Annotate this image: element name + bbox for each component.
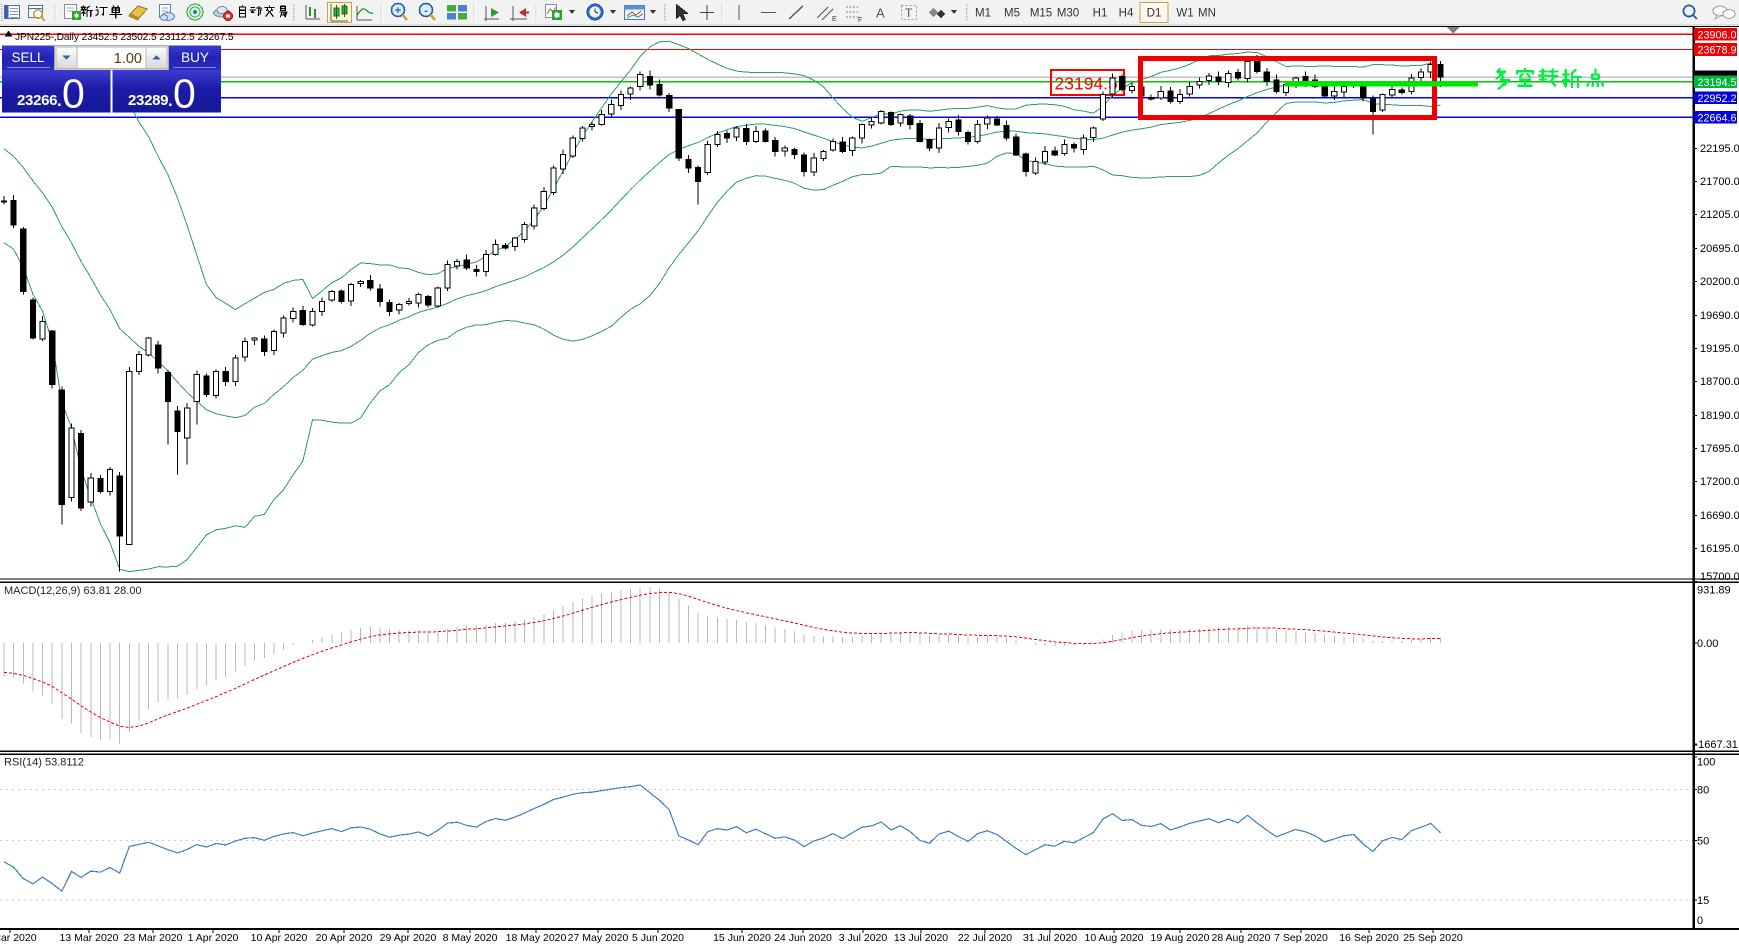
svg-text:4 Mar 2020: 4 Mar 2020 <box>0 932 37 944</box>
svg-text:20695.0: 20695.0 <box>1700 243 1739 255</box>
svg-text:A: A <box>876 6 885 21</box>
svg-text:23678.9: 23678.9 <box>1698 45 1737 57</box>
svg-text:H4: H4 <box>1119 8 1134 20</box>
svg-text:3 Jul 2020: 3 Jul 2020 <box>839 932 888 944</box>
svg-text:16 Sep 2020: 16 Sep 2020 <box>1339 932 1399 944</box>
svg-text:20 Apr 2020: 20 Apr 2020 <box>316 932 373 944</box>
svg-text:21700.0: 21700.0 <box>1700 176 1739 188</box>
svg-text:23194.5: 23194.5 <box>1055 74 1118 94</box>
svg-text:23266: 23266 <box>17 92 57 109</box>
svg-text:MACD(12,26,9) 63.81 28.00: MACD(12,26,9) 63.81 28.00 <box>4 585 142 597</box>
svg-text:D1: D1 <box>1147 8 1162 20</box>
svg-text:0: 0 <box>1697 915 1703 927</box>
svg-text:18190.0: 18190.0 <box>1700 410 1739 422</box>
svg-text:8 May 2020: 8 May 2020 <box>443 932 498 944</box>
svg-text:W1: W1 <box>1176 8 1193 20</box>
svg-text:22195.0: 22195.0 <box>1700 143 1739 155</box>
svg-text:19690.0: 19690.0 <box>1700 310 1739 322</box>
svg-text:23 Mar 2020: 23 Mar 2020 <box>124 932 183 944</box>
svg-text:17200.0: 17200.0 <box>1700 476 1739 488</box>
svg-text:E: E <box>832 16 837 23</box>
svg-text:22 Jul 2020: 22 Jul 2020 <box>958 932 1012 944</box>
svg-text:MN: MN <box>1198 8 1216 20</box>
svg-text:23289: 23289 <box>128 92 168 109</box>
svg-text:13 Mar 2020: 13 Mar 2020 <box>60 932 119 944</box>
svg-text:931.89: 931.89 <box>1697 585 1731 597</box>
svg-text:25 Sep 2020: 25 Sep 2020 <box>1403 932 1463 944</box>
svg-text:T: T <box>905 6 913 20</box>
svg-text:M5: M5 <box>1004 8 1020 20</box>
svg-text:100: 100 <box>1697 757 1715 769</box>
svg-text:22952.2: 22952.2 <box>1698 93 1737 105</box>
svg-text:22664.6: 22664.6 <box>1698 112 1737 124</box>
svg-text:10 Aug 2020: 10 Aug 2020 <box>1085 932 1144 944</box>
svg-text:15700.0: 15700.0 <box>1700 571 1739 583</box>
svg-text:JPN225-,Daily 23452.5 23502.5: JPN225-,Daily 23452.5 23502.5 23112.5 23… <box>15 32 234 43</box>
svg-text:RSI(14) 53.8112: RSI(14) 53.8112 <box>4 757 84 769</box>
svg-text:.: . <box>57 91 62 110</box>
svg-text:-1667.31: -1667.31 <box>1695 739 1738 751</box>
svg-text:15 Jun 2020: 15 Jun 2020 <box>713 932 771 944</box>
svg-text:M1: M1 <box>975 8 991 20</box>
svg-text:20200.0: 20200.0 <box>1700 276 1739 288</box>
svg-text:24 Jun 2020: 24 Jun 2020 <box>774 932 832 944</box>
svg-text:SELL: SELL <box>11 50 45 65</box>
svg-text:18 May 2020: 18 May 2020 <box>506 932 567 944</box>
svg-text:16690.0: 16690.0 <box>1700 510 1739 522</box>
svg-text:27 May 2020: 27 May 2020 <box>568 932 629 944</box>
svg-text:H1: H1 <box>1093 8 1108 20</box>
svg-text:0: 0 <box>62 71 85 117</box>
svg-text:28 Aug 2020: 28 Aug 2020 <box>1212 932 1271 944</box>
svg-text:7 Sep 2020: 7 Sep 2020 <box>1274 932 1328 944</box>
svg-text:31 Jul 2020: 31 Jul 2020 <box>1023 932 1077 944</box>
svg-text:23906.0: 23906.0 <box>1698 30 1737 42</box>
svg-text:1 Apr 2020: 1 Apr 2020 <box>188 932 239 944</box>
svg-text:19195.0: 19195.0 <box>1700 343 1739 355</box>
svg-text:F: F <box>858 17 862 24</box>
svg-text:21205.0: 21205.0 <box>1700 209 1739 221</box>
svg-text:0: 0 <box>173 71 196 117</box>
svg-text:50: 50 <box>1697 836 1709 848</box>
svg-text:19 Aug 2020: 19 Aug 2020 <box>1151 932 1210 944</box>
svg-text:80: 80 <box>1697 785 1709 797</box>
svg-text:16195.0: 16195.0 <box>1700 543 1739 555</box>
svg-text:.: . <box>168 91 173 110</box>
svg-text:29 Apr 2020: 29 Apr 2020 <box>380 932 437 944</box>
svg-text:BUY: BUY <box>181 50 209 65</box>
svg-text:0.00: 0.00 <box>1697 638 1718 650</box>
svg-text:15: 15 <box>1697 895 1709 907</box>
svg-text:M15: M15 <box>1030 8 1052 20</box>
svg-text:18700.0: 18700.0 <box>1700 376 1739 388</box>
svg-text:1.00: 1.00 <box>114 51 142 67</box>
svg-text:17695.0: 17695.0 <box>1700 443 1739 455</box>
svg-text:23194.5: 23194.5 <box>1698 77 1737 89</box>
svg-text:M30: M30 <box>1057 8 1079 20</box>
svg-text:+: + <box>395 5 401 17</box>
svg-text:10 Apr 2020: 10 Apr 2020 <box>251 932 308 944</box>
svg-text:5 Jun 2020: 5 Jun 2020 <box>632 932 684 944</box>
svg-text:13 Jul 2020: 13 Jul 2020 <box>894 932 948 944</box>
svg-text:-: - <box>424 5 428 17</box>
